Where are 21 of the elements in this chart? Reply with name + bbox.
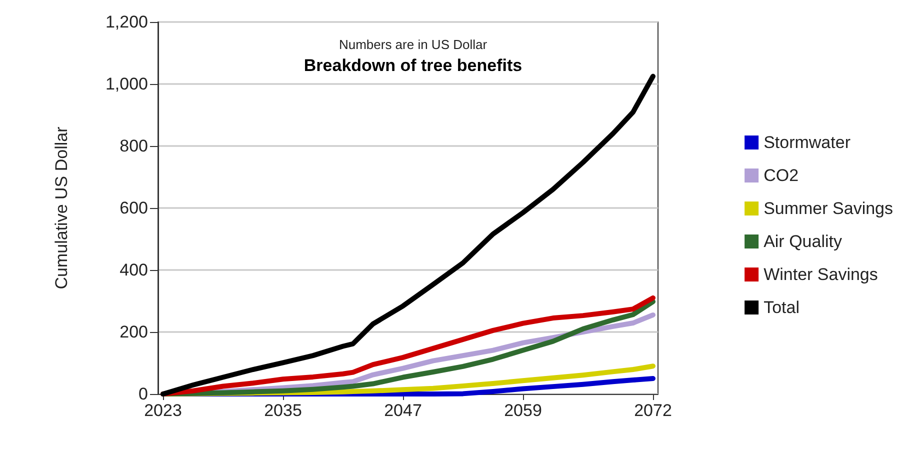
- legend-label: Winter Savings: [764, 265, 878, 284]
- x-tick-label: 2047: [384, 401, 422, 420]
- legend-label: Stormwater: [764, 133, 851, 152]
- y-tick-label: 1,000: [105, 74, 148, 94]
- y-tick-label: 0: [138, 384, 148, 404]
- x-tick-label: 2023: [144, 401, 182, 420]
- x-tick-label: 2059: [504, 401, 542, 420]
- y-tick-label: 400: [120, 260, 148, 280]
- legend-label: Summer Savings: [764, 199, 894, 218]
- x-tick-label: 2072: [634, 401, 672, 420]
- y-tick-label: 200: [120, 322, 148, 342]
- legend-label: Air Quality: [764, 232, 842, 251]
- legend-label: CO2: [764, 166, 799, 185]
- y-axis-title: Cumulative US Dollar: [52, 126, 71, 290]
- text: Breakdown of tree benefits: [304, 56, 522, 75]
- legend-label: Total: [764, 298, 800, 317]
- text: Numbers are in US Dollar: [338, 37, 488, 52]
- x-tick-label: 2035: [264, 401, 302, 420]
- y-tick-label: 1,200: [105, 12, 148, 32]
- y-tick-label: 600: [120, 198, 148, 218]
- y-tick-label: 800: [120, 136, 148, 156]
